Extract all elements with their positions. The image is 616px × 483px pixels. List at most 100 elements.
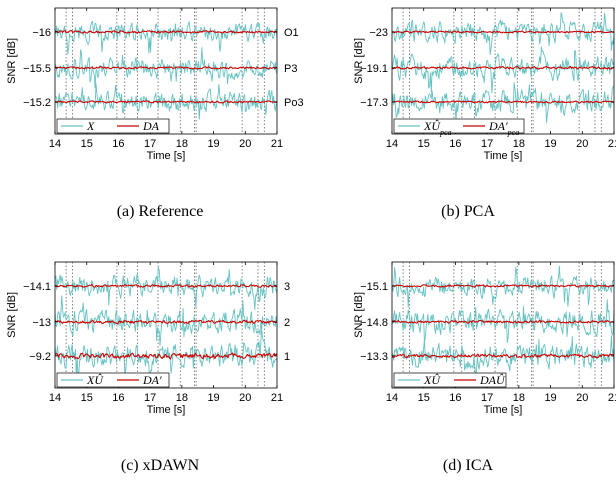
signal-trace [392,265,614,308]
response-trace [55,319,277,325]
plot-area [55,20,277,120]
signal-trace [392,82,614,124]
response-trace [392,30,614,34]
plot-area [392,12,614,124]
x-tick-label: 20 [239,392,251,404]
x-tick-label: 19 [544,392,556,404]
axes-frame [54,7,278,135]
response-trace [55,284,277,288]
y-tick-label: −13 [32,317,51,329]
signal-trace [55,47,277,89]
x-tick-label: 14 [386,392,398,404]
legend-label: XÛ [86,373,104,387]
panel-caption: (b) PCA [441,203,495,220]
x-tick-label: 17 [144,392,156,404]
x-tick-label: 17 [481,138,493,150]
x-axis-label: Time [s] [484,150,523,162]
legend-box [393,372,507,388]
row-label: 1 [284,351,290,363]
x-tick-label: 16 [112,138,124,150]
x-tick-label: 21 [608,138,616,150]
response-trace [55,30,277,34]
response-trace [392,353,614,359]
row-label: 3 [284,281,290,293]
panel-caption: (a) Reference [117,203,204,220]
response-trace [392,284,614,288]
x-axis-label: Time [s] [147,150,186,162]
legend-label: DA′ [142,373,162,387]
response-trace [392,65,614,70]
plot-area [55,266,277,386]
signal-trace [55,295,277,346]
response-trace [55,66,277,70]
response-trace [392,100,614,104]
panel-caption: (c) xDAWN [121,457,200,474]
x-tick-label: 16 [449,138,461,150]
panel-3: 14 15 16 17 18 19 20 21 −15.1 −14.8 −13.3 Time [s] S… [353,261,616,474]
row-label: O1 [284,27,299,39]
y-tick-label: −9.2 [29,351,51,363]
x-tick-label: 15 [418,138,430,150]
y-axis-label: SNR [dB] [6,292,18,338]
x-tick-label: 15 [81,138,93,150]
y-axis-label: SNR [dB] [353,292,365,338]
x-tick-label: 21 [271,392,283,404]
y-axis-label: SNR [dB] [6,38,18,84]
axes-frame [391,261,615,389]
response-trace [392,319,614,324]
x-tick-label: 17 [144,138,156,150]
legend-subscript: pca [439,128,452,137]
x-tick-label: 16 [112,392,124,404]
x-tick-label: 20 [576,392,588,404]
panel-0: 14 15 16 17 18 19 20 21 −16 −15.5 −15.2 O1 P3 Po3 Time… [6,7,304,220]
y-axis-label: SNR [dB] [353,38,365,84]
x-tick-label: 15 [81,392,93,404]
row-label: P3 [284,63,297,75]
signal-trace [392,335,614,378]
signal-trace [392,299,614,344]
x-tick-label: 14 [386,138,398,150]
x-tick-label: 17 [481,392,493,404]
x-tick-label: 20 [239,138,251,150]
x-tick-label: 19 [544,138,556,150]
legend-label: XÛ [423,373,441,387]
row-label: Po3 [284,97,304,109]
legend-label: DA [142,119,160,133]
response-trace [55,100,277,104]
axes-frame [391,7,615,135]
y-tick-label: −14.8 [360,317,388,329]
x-tick-label: 18 [176,138,188,150]
legend-subscript: pca [507,128,520,137]
signal-trace [55,20,277,55]
x-axis-label: Time [s] [147,404,186,416]
signal-trace [55,328,277,386]
x-tick-label: 21 [271,138,283,150]
y-tick-label: −17.3 [360,97,388,109]
panel-1: 14 15 16 17 18 19 20 21 −23 −19.1 −17.3 Time [s] SNR… [353,7,616,220]
x-tick-label: 20 [576,138,588,150]
x-tick-label: 18 [176,392,188,404]
response-trace [55,352,277,360]
legend-box [56,118,170,134]
signal-trace [392,12,614,56]
y-tick-label: −15.5 [23,63,51,75]
row-label: 2 [284,317,290,329]
x-tick-label: 16 [449,392,461,404]
legend-label: DAÛ [479,373,506,387]
axes-frame [54,261,278,389]
signal-trace [55,83,277,120]
x-axis-label: Time [s] [484,404,523,416]
x-tick-label: 15 [418,392,430,404]
x-tick-label: 19 [207,392,219,404]
y-tick-label: −14.1 [23,281,51,293]
x-tick-label: 14 [49,138,61,150]
x-tick-label: 18 [513,392,525,404]
legend-box [56,372,170,388]
signal-trace [392,46,614,94]
x-tick-label: 19 [207,138,219,150]
x-tick-label: 21 [608,392,616,404]
y-tick-label: −19.1 [360,63,388,75]
y-tick-label: −15.2 [23,97,51,109]
